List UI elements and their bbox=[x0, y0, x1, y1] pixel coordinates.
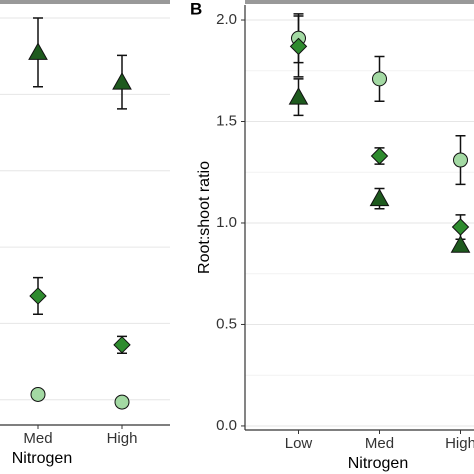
x-tick-label: Low bbox=[285, 435, 313, 452]
point-circle bbox=[30, 386, 46, 402]
point-diamond bbox=[113, 336, 131, 354]
y-tick-label: 1.5 bbox=[216, 112, 237, 129]
x-axis-label: Nitrogen bbox=[348, 455, 408, 472]
point-diamond bbox=[451, 218, 470, 236]
point-triangle bbox=[450, 235, 471, 253]
panel-border bbox=[0, 0, 170, 4]
y-tick-label: 0.5 bbox=[216, 315, 237, 332]
x-axis-label: Nitrogen bbox=[12, 450, 72, 467]
point-triangle bbox=[112, 72, 132, 90]
x-tick-label: High bbox=[445, 435, 474, 452]
point-triangle bbox=[369, 188, 390, 207]
point-diamond bbox=[370, 147, 389, 165]
y-tick-label: 1.0 bbox=[216, 214, 237, 231]
x-tick-label: Med bbox=[365, 435, 394, 452]
panel-title: B bbox=[190, 0, 202, 18]
point-circle bbox=[114, 394, 130, 410]
point-diamond bbox=[29, 287, 47, 305]
y-tick-label: 0.0 bbox=[216, 417, 237, 434]
x-tick-label: Med bbox=[23, 430, 52, 447]
y-tick-label: 2.0 bbox=[216, 11, 237, 28]
point-triangle bbox=[288, 87, 309, 105]
panel-border bbox=[245, 0, 474, 4]
x-tick-label: High bbox=[107, 430, 138, 447]
point-diamond bbox=[289, 37, 308, 56]
point-circle bbox=[372, 71, 387, 87]
point-triangle bbox=[28, 42, 48, 60]
point-circle bbox=[453, 152, 468, 168]
y-axis-label: Root:shoot ratio bbox=[196, 161, 213, 274]
